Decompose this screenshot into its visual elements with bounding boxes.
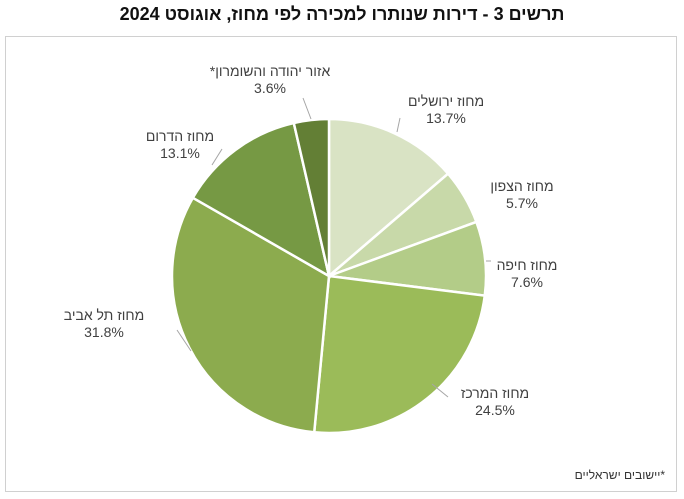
leader-line <box>176 329 192 352</box>
slice-value: 13.7% <box>426 110 466 126</box>
slice-label: אזור יהודה והשומרון* 3.6% <box>210 63 330 97</box>
pie-slice <box>312 274 487 435</box>
slice-name: מחוז תל אביב <box>63 307 145 323</box>
pie-slice <box>191 121 331 279</box>
slice-name: אזור יהודה והשומרון* <box>209 63 331 79</box>
slice-label: מחוז הצפון 5.7% <box>490 178 553 212</box>
slice-value: 31.8% <box>84 324 124 340</box>
slice-name: מחוז הדרום <box>145 128 215 144</box>
slice-value: 3.6% <box>254 80 286 96</box>
slice-name: מחוז הצפון <box>490 178 554 194</box>
pie-slice <box>327 117 450 279</box>
pie-slice <box>292 117 331 277</box>
chart-title: תרשים 3 - דירות שנותרו למכירה לפי מחוז, … <box>119 4 565 24</box>
slice-name: מחוז ירושלים <box>407 93 485 109</box>
slice-value: 7.6% <box>511 274 543 290</box>
footnote: *יישובים ישראליים <box>574 468 665 482</box>
slice-value: 24.5% <box>475 402 515 418</box>
slice-name: מחוז חיפה <box>496 257 558 273</box>
slice-label: מחוז המרכז 24.5% <box>461 385 529 419</box>
slice-value: 13.1% <box>160 145 200 161</box>
leader-line <box>302 97 312 120</box>
slice-label: מחוז הדרום 13.1% <box>146 128 214 162</box>
chart-frame <box>5 36 677 492</box>
slice-label: מחוז תל אביב 31.8% <box>64 307 144 341</box>
leader-line <box>211 148 223 166</box>
leader-line <box>396 117 401 133</box>
slice-label: מחוז ירושלים 13.7% <box>408 93 484 127</box>
leader-line <box>431 383 449 398</box>
slice-value: 5.7% <box>506 195 538 211</box>
slice-name: מחוז המרכז <box>460 385 530 401</box>
slice-label: מחוז חיפה 7.6% <box>497 257 558 291</box>
